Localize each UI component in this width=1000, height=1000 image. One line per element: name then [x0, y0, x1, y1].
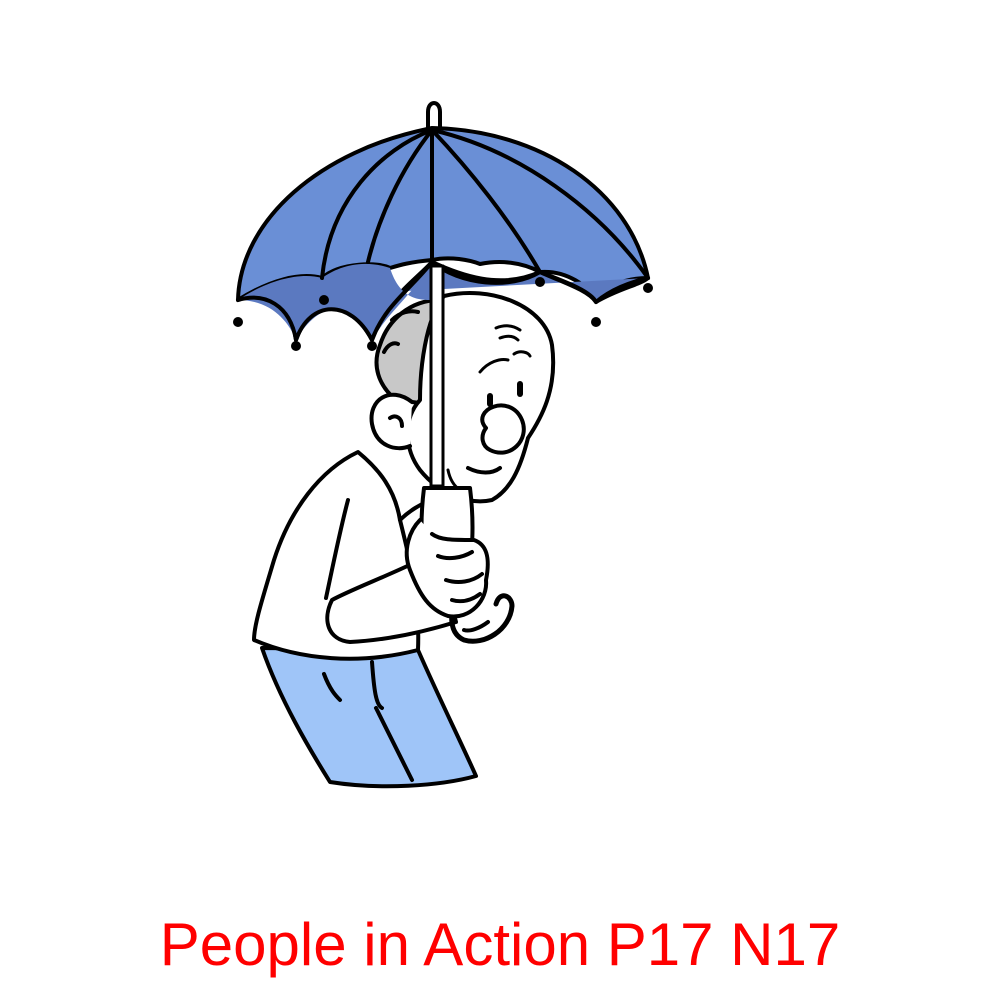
pants: [260, 646, 478, 789]
image-caption: People in Action P17 N17: [0, 905, 1000, 985]
nose: [480, 403, 526, 455]
umbrella-tip: [426, 101, 442, 130]
man-with-umbrella-illustration: [233, 101, 653, 789]
ear: [369, 392, 414, 451]
umbrella: [233, 101, 653, 351]
umbrella-shaft: [429, 264, 445, 488]
caption-text: People in Action P17 N17: [159, 911, 841, 978]
hand: [404, 518, 490, 619]
